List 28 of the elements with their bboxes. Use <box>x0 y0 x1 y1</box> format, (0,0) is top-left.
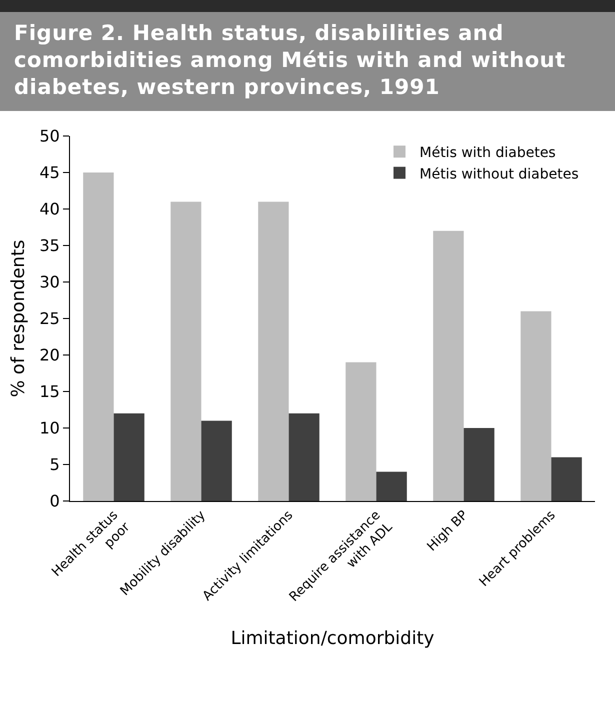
bar <box>258 202 289 501</box>
y-tick-label: 40 <box>39 200 60 219</box>
bar <box>551 457 582 501</box>
x-axis-title: Limitation/comorbidity <box>230 628 435 649</box>
y-tick-label: 5 <box>50 455 60 474</box>
y-tick-label: 20 <box>39 346 60 365</box>
bar <box>170 202 202 501</box>
y-tick-label: 25 <box>39 309 60 328</box>
y-axis-title: % of respondents <box>8 240 29 398</box>
bar <box>464 428 494 501</box>
bar <box>376 472 407 501</box>
y-tick-label: 0 <box>50 492 60 511</box>
bar <box>201 420 232 501</box>
bar <box>520 311 552 501</box>
chart-title: Figure 2. Health status, disabilities and comorbidities among Métis with and without diabetes, western provinces, 1991 <box>0 12 615 111</box>
legend-label: Métis without diabetes <box>420 166 579 182</box>
bar <box>114 413 144 501</box>
bar <box>433 230 464 501</box>
y-tick-label: 45 <box>39 163 60 182</box>
legend-label: Métis with diabetes <box>420 145 556 162</box>
y-tick-label: 50 <box>39 126 60 146</box>
bar <box>346 362 376 501</box>
bar <box>83 172 114 501</box>
y-tick-label: 30 <box>39 272 60 292</box>
y-tick-label: 35 <box>39 236 60 256</box>
y-tick-label: 10 <box>39 418 60 438</box>
bar <box>288 413 320 501</box>
y-tick-label: 15 <box>39 382 60 402</box>
